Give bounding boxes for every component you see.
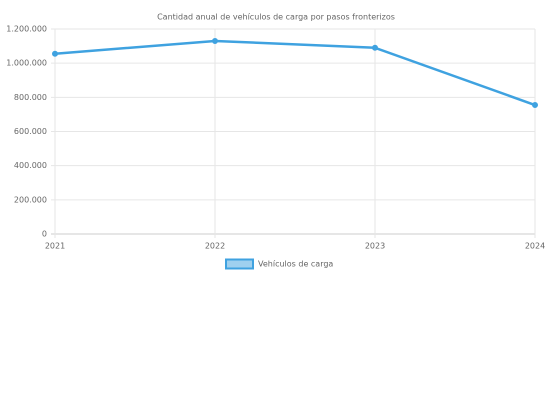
y-tick-label: 0 [42, 230, 47, 239]
y-tick-label: 1.200.000 [6, 25, 47, 34]
legend-label: Vehículos de carga [258, 260, 333, 269]
x-tick-label: 2023 [365, 242, 385, 251]
point [52, 50, 58, 57]
point [212, 37, 218, 44]
x-tick-label: 2024 [525, 242, 545, 251]
x-tick-label: 2022 [205, 242, 225, 251]
point [372, 44, 378, 51]
y-tick-label: 400.000 [14, 161, 47, 170]
y-tick-label: 200.000 [14, 195, 47, 204]
legend-swatch [225, 258, 254, 270]
y-tick-label: 1.000.000 [6, 59, 47, 68]
line [54, 39, 536, 107]
point [532, 102, 538, 109]
y-tick-label: 600.000 [14, 127, 47, 136]
y-tick-label: 800.000 [14, 93, 47, 102]
chart-title: Cantidad anual de vehículos de carga por… [157, 13, 395, 22]
x-tick-label: 2021 [45, 242, 65, 251]
